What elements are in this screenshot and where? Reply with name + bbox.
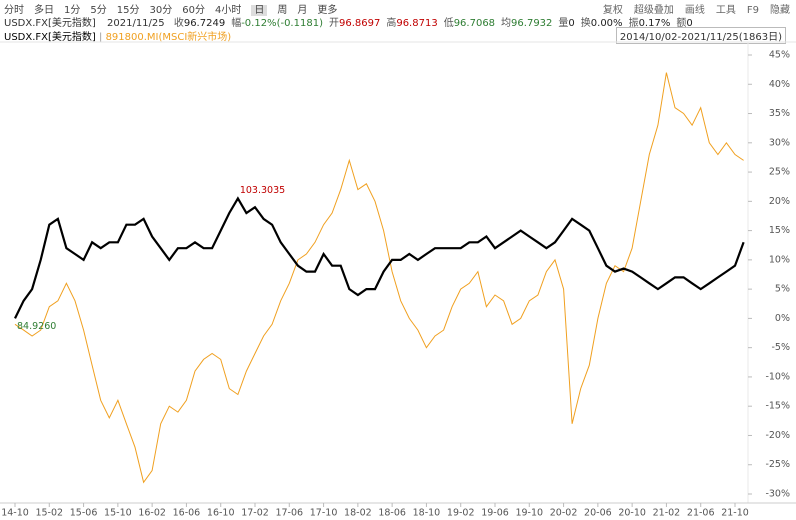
quote-label: 量 bbox=[558, 18, 569, 29]
tool-button[interactable]: 工具 bbox=[715, 5, 736, 16]
y-tick-label: -25% bbox=[765, 459, 790, 470]
x-tick-label: 19-06 bbox=[481, 508, 509, 519]
x-tick-label: 21-10 bbox=[721, 508, 749, 519]
x-tick-label: 21-02 bbox=[653, 508, 681, 519]
quote-value: 0.17% bbox=[638, 18, 671, 29]
quote-label: 换 bbox=[580, 18, 591, 29]
period-tab[interactable]: 15分 bbox=[116, 5, 140, 16]
y-tick-label: 25% bbox=[769, 167, 790, 178]
tool-button[interactable]: 画线 bbox=[684, 5, 705, 16]
x-tick-label: 15-10 bbox=[104, 508, 132, 519]
quote-label: 额 bbox=[676, 18, 687, 29]
quote-value: 96.7068 bbox=[453, 18, 496, 29]
legend-entry: 891800.MI(MSCI新兴市场) bbox=[105, 32, 232, 43]
x-tick-label: 19-10 bbox=[515, 508, 543, 519]
quote-value: 0 bbox=[568, 18, 575, 29]
y-tick-label: 5% bbox=[775, 284, 790, 295]
quote-label: 低 bbox=[443, 18, 454, 29]
tool-button[interactable]: 隐藏 bbox=[770, 5, 790, 16]
x-tick-label: 20-06 bbox=[584, 508, 612, 519]
x-tick-label: 17-06 bbox=[275, 508, 303, 519]
quote-label: 振 bbox=[628, 18, 639, 29]
x-tick-label: 15-06 bbox=[70, 508, 98, 519]
annotation: 84.9260 bbox=[17, 321, 56, 332]
quote-value: 96.8713 bbox=[396, 18, 438, 29]
series-line bbox=[14, 196, 745, 319]
quote-value: 0.00% bbox=[590, 18, 623, 29]
y-tick-label: 40% bbox=[769, 79, 790, 90]
tool-button[interactable]: 超级叠加 bbox=[633, 5, 674, 16]
period-tab[interactable]: 4小时 bbox=[214, 5, 242, 16]
y-tick-label: -20% bbox=[765, 430, 790, 441]
x-tick-label: 18-02 bbox=[344, 508, 372, 519]
x-tick-label: 16-02 bbox=[138, 508, 166, 519]
y-tick-label: 10% bbox=[769, 254, 790, 265]
x-tick-label: 18-06 bbox=[378, 508, 406, 519]
quote-value: -0.12%(-0.1181) bbox=[241, 18, 323, 29]
legend-separator: | bbox=[99, 32, 103, 43]
x-tick-label: 16-10 bbox=[207, 508, 235, 519]
tool-bar: 复权 超级叠加 画线 工具 F9 隐藏 bbox=[592, 1, 790, 16]
period-tab[interactable]: 周 bbox=[277, 5, 288, 16]
period-tab[interactable]: 多日 bbox=[34, 5, 54, 16]
period-tab[interactable]: 30分 bbox=[149, 5, 173, 16]
x-tick-label: 15-02 bbox=[35, 508, 63, 519]
series-line bbox=[14, 72, 744, 484]
y-tick-label: 15% bbox=[769, 225, 790, 236]
period-tab[interactable]: 日 bbox=[251, 5, 268, 16]
legend: USDX.FX[美元指数] | 891800.MI(MSCI新兴市场) bbox=[4, 28, 231, 43]
y-tick-label: 30% bbox=[769, 137, 790, 148]
y-tick-label: -10% bbox=[765, 371, 790, 382]
y-tick-label: 35% bbox=[769, 108, 790, 119]
quote-row: USDX.FX[美元指数] 2021/11/25 收96.7249 幅-0.12%… bbox=[4, 14, 693, 29]
x-tick-label: 18-10 bbox=[413, 508, 441, 519]
period-tab[interactable]: 分时 bbox=[4, 5, 24, 16]
y-tick-label: -5% bbox=[772, 342, 791, 353]
x-tick-label: 17-10 bbox=[310, 508, 338, 519]
quote-label: 高 bbox=[386, 18, 397, 29]
date-range[interactable]: 2014/10/02-2021/11/25(1863日) bbox=[615, 27, 786, 44]
quote-label: 收 bbox=[173, 18, 184, 29]
annotation: 103.3035 bbox=[240, 185, 285, 196]
y-tick-label: -30% bbox=[765, 489, 790, 500]
legend-entry: USDX.FX[美元指数] bbox=[4, 32, 96, 43]
quote-value: 96.7249 bbox=[183, 18, 226, 29]
x-tick-label: 20-10 bbox=[618, 508, 646, 519]
symbol: USDX.FX[美元指数] bbox=[4, 18, 96, 29]
x-tick-label: 20-02 bbox=[550, 508, 578, 519]
period-tab[interactable]: 60分 bbox=[182, 5, 205, 16]
y-tick-label: 45% bbox=[769, 50, 790, 61]
period-bar: 分时 多日 1分 5分 15分 30分 60分 4小时日周月更多 bbox=[4, 1, 347, 16]
x-tick-label: 19-02 bbox=[447, 508, 475, 519]
x-tick-label: 14-10 bbox=[1, 508, 29, 519]
y-tick-label: -15% bbox=[765, 401, 790, 412]
quote-label: 幅 bbox=[231, 18, 242, 29]
tool-button[interactable]: F9 bbox=[746, 5, 759, 16]
period-tab[interactable]: 1分 bbox=[64, 5, 81, 16]
quote-date: 2021/11/25 bbox=[107, 18, 165, 29]
period-tab[interactable]: 月 bbox=[297, 5, 308, 16]
period-tab[interactable]: 更多 bbox=[317, 5, 338, 16]
y-tick-label: 20% bbox=[769, 196, 790, 207]
period-tab[interactable]: 5分 bbox=[90, 5, 107, 16]
tool-button[interactable]: 复权 bbox=[602, 5, 623, 16]
x-tick-label: 17-02 bbox=[241, 508, 269, 519]
y-tick-label: 0% bbox=[775, 313, 790, 324]
quote-label: 均 bbox=[501, 18, 512, 29]
quote-label: 开 bbox=[328, 18, 339, 29]
quote-value: 96.7932 bbox=[511, 18, 553, 29]
x-tick-label: 16-06 bbox=[173, 508, 201, 519]
quote-value: 0 bbox=[686, 18, 693, 29]
quote-value: 96.8697 bbox=[338, 18, 381, 29]
x-tick-label: 21-06 bbox=[687, 508, 715, 519]
